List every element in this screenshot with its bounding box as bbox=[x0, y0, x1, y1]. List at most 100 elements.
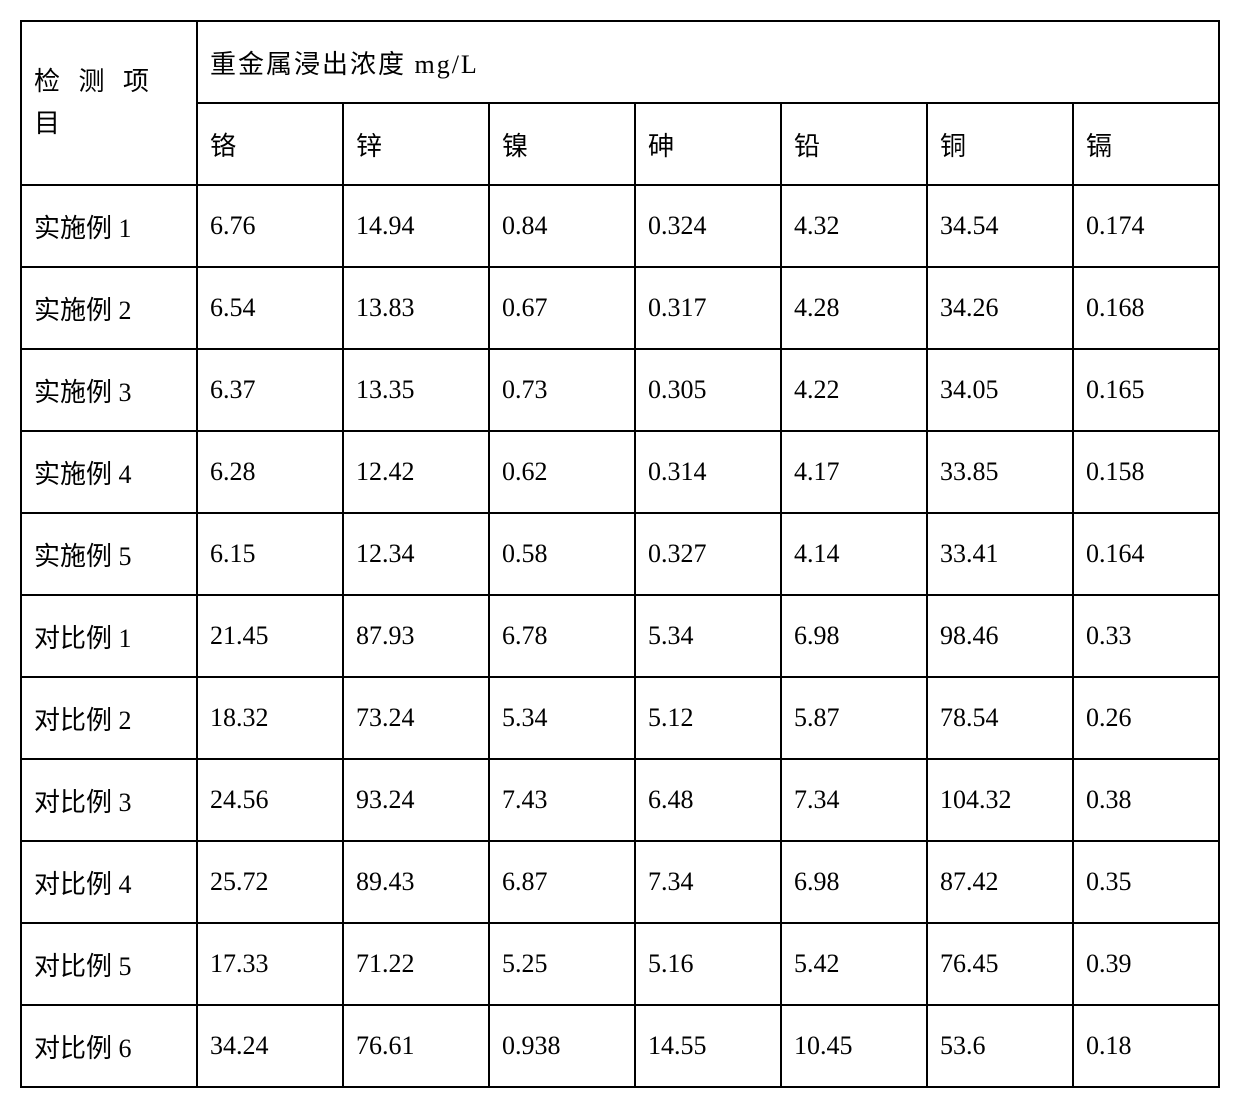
data-cell: 89.43 bbox=[343, 841, 489, 923]
data-cell: 76.61 bbox=[343, 1005, 489, 1087]
data-cell: 33.85 bbox=[927, 431, 1073, 513]
data-cell: 98.46 bbox=[927, 595, 1073, 677]
data-cell: 14.55 bbox=[635, 1005, 781, 1087]
row-label-header: 检 测 项 目 bbox=[21, 21, 197, 185]
data-cell: 0.327 bbox=[635, 513, 781, 595]
col-header-1: 锌 bbox=[343, 103, 489, 185]
row-label: 实施例 4 bbox=[21, 431, 197, 513]
table-row: 实施例 36.3713.350.730.3054.2234.050.165 bbox=[21, 349, 1219, 431]
data-cell: 6.37 bbox=[197, 349, 343, 431]
data-cell: 53.6 bbox=[927, 1005, 1073, 1087]
table-row: 实施例 26.5413.830.670.3174.2834.260.168 bbox=[21, 267, 1219, 349]
data-cell: 6.28 bbox=[197, 431, 343, 513]
data-cell: 33.41 bbox=[927, 513, 1073, 595]
row-label: 对比例 4 bbox=[21, 841, 197, 923]
row-label-header-line2: 目 bbox=[34, 109, 66, 138]
data-cell: 6.98 bbox=[781, 595, 927, 677]
data-cell: 10.45 bbox=[781, 1005, 927, 1087]
data-cell: 4.14 bbox=[781, 513, 927, 595]
data-cell: 78.54 bbox=[927, 677, 1073, 759]
table-body: 实施例 16.7614.940.840.3244.3234.540.174实施例… bbox=[21, 185, 1219, 1087]
data-cell: 0.314 bbox=[635, 431, 781, 513]
data-cell: 0.26 bbox=[1073, 677, 1219, 759]
data-cell: 0.174 bbox=[1073, 185, 1219, 267]
data-cell: 12.42 bbox=[343, 431, 489, 513]
data-cell: 18.32 bbox=[197, 677, 343, 759]
data-cell: 5.25 bbox=[489, 923, 635, 1005]
data-cell: 0.67 bbox=[489, 267, 635, 349]
row-label: 对比例 5 bbox=[21, 923, 197, 1005]
data-cell: 17.33 bbox=[197, 923, 343, 1005]
data-cell: 6.76 bbox=[197, 185, 343, 267]
data-cell: 34.05 bbox=[927, 349, 1073, 431]
row-label: 对比例 1 bbox=[21, 595, 197, 677]
data-cell: 5.42 bbox=[781, 923, 927, 1005]
row-label: 实施例 1 bbox=[21, 185, 197, 267]
col-header-6: 镉 bbox=[1073, 103, 1219, 185]
data-cell: 25.72 bbox=[197, 841, 343, 923]
row-label: 实施例 2 bbox=[21, 267, 197, 349]
main-header: 重金属浸出浓度 mg/L bbox=[197, 21, 1219, 103]
row-label: 实施例 3 bbox=[21, 349, 197, 431]
data-cell: 0.39 bbox=[1073, 923, 1219, 1005]
data-cell: 87.93 bbox=[343, 595, 489, 677]
row-label-header-line1: 检 测 项 bbox=[34, 67, 155, 96]
col-header-5: 铜 bbox=[927, 103, 1073, 185]
data-cell: 0.73 bbox=[489, 349, 635, 431]
data-cell: 34.54 bbox=[927, 185, 1073, 267]
data-cell: 104.32 bbox=[927, 759, 1073, 841]
col-header-2: 镍 bbox=[489, 103, 635, 185]
data-cell: 73.24 bbox=[343, 677, 489, 759]
data-cell: 21.45 bbox=[197, 595, 343, 677]
data-cell: 0.38 bbox=[1073, 759, 1219, 841]
data-cell: 71.22 bbox=[343, 923, 489, 1005]
data-cell: 0.35 bbox=[1073, 841, 1219, 923]
data-cell: 0.158 bbox=[1073, 431, 1219, 513]
table-row: 对比例 324.5693.247.436.487.34104.320.38 bbox=[21, 759, 1219, 841]
data-cell: 7.34 bbox=[781, 759, 927, 841]
data-cell: 0.168 bbox=[1073, 267, 1219, 349]
data-cell: 5.87 bbox=[781, 677, 927, 759]
row-label: 对比例 3 bbox=[21, 759, 197, 841]
data-cell: 76.45 bbox=[927, 923, 1073, 1005]
data-cell: 0.164 bbox=[1073, 513, 1219, 595]
header-row-1: 检 测 项 目 重金属浸出浓度 mg/L bbox=[21, 21, 1219, 103]
data-cell: 0.62 bbox=[489, 431, 635, 513]
data-cell: 34.26 bbox=[927, 267, 1073, 349]
data-cell: 5.12 bbox=[635, 677, 781, 759]
data-cell: 6.15 bbox=[197, 513, 343, 595]
data-cell: 7.43 bbox=[489, 759, 635, 841]
col-header-0: 铬 bbox=[197, 103, 343, 185]
table-row: 实施例 46.2812.420.620.3144.1733.850.158 bbox=[21, 431, 1219, 513]
row-label: 对比例 2 bbox=[21, 677, 197, 759]
table-row: 对比例 121.4587.936.785.346.9898.460.33 bbox=[21, 595, 1219, 677]
data-cell: 6.48 bbox=[635, 759, 781, 841]
data-cell: 6.78 bbox=[489, 595, 635, 677]
data-cell: 12.34 bbox=[343, 513, 489, 595]
col-header-3: 砷 bbox=[635, 103, 781, 185]
data-cell: 34.24 bbox=[197, 1005, 343, 1087]
col-header-4: 铅 bbox=[781, 103, 927, 185]
data-cell: 24.56 bbox=[197, 759, 343, 841]
data-cell: 13.83 bbox=[343, 267, 489, 349]
header-row-2: 铬 锌 镍 砷 铅 铜 镉 bbox=[21, 103, 1219, 185]
data-cell: 4.17 bbox=[781, 431, 927, 513]
row-label: 对比例 6 bbox=[21, 1005, 197, 1087]
table-row: 实施例 56.1512.340.580.3274.1433.410.164 bbox=[21, 513, 1219, 595]
data-cell: 6.87 bbox=[489, 841, 635, 923]
data-cell: 13.35 bbox=[343, 349, 489, 431]
data-cell: 0.84 bbox=[489, 185, 635, 267]
data-cell: 0.18 bbox=[1073, 1005, 1219, 1087]
data-cell: 4.22 bbox=[781, 349, 927, 431]
data-cell: 7.34 bbox=[635, 841, 781, 923]
data-cell: 0.165 bbox=[1073, 349, 1219, 431]
data-cell: 14.94 bbox=[343, 185, 489, 267]
data-cell: 4.28 bbox=[781, 267, 927, 349]
data-cell: 5.34 bbox=[635, 595, 781, 677]
data-cell: 5.34 bbox=[489, 677, 635, 759]
data-cell: 4.32 bbox=[781, 185, 927, 267]
data-cell: 0.58 bbox=[489, 513, 635, 595]
data-cell: 0.938 bbox=[489, 1005, 635, 1087]
table-row: 对比例 425.7289.436.877.346.9887.420.35 bbox=[21, 841, 1219, 923]
data-cell: 5.16 bbox=[635, 923, 781, 1005]
